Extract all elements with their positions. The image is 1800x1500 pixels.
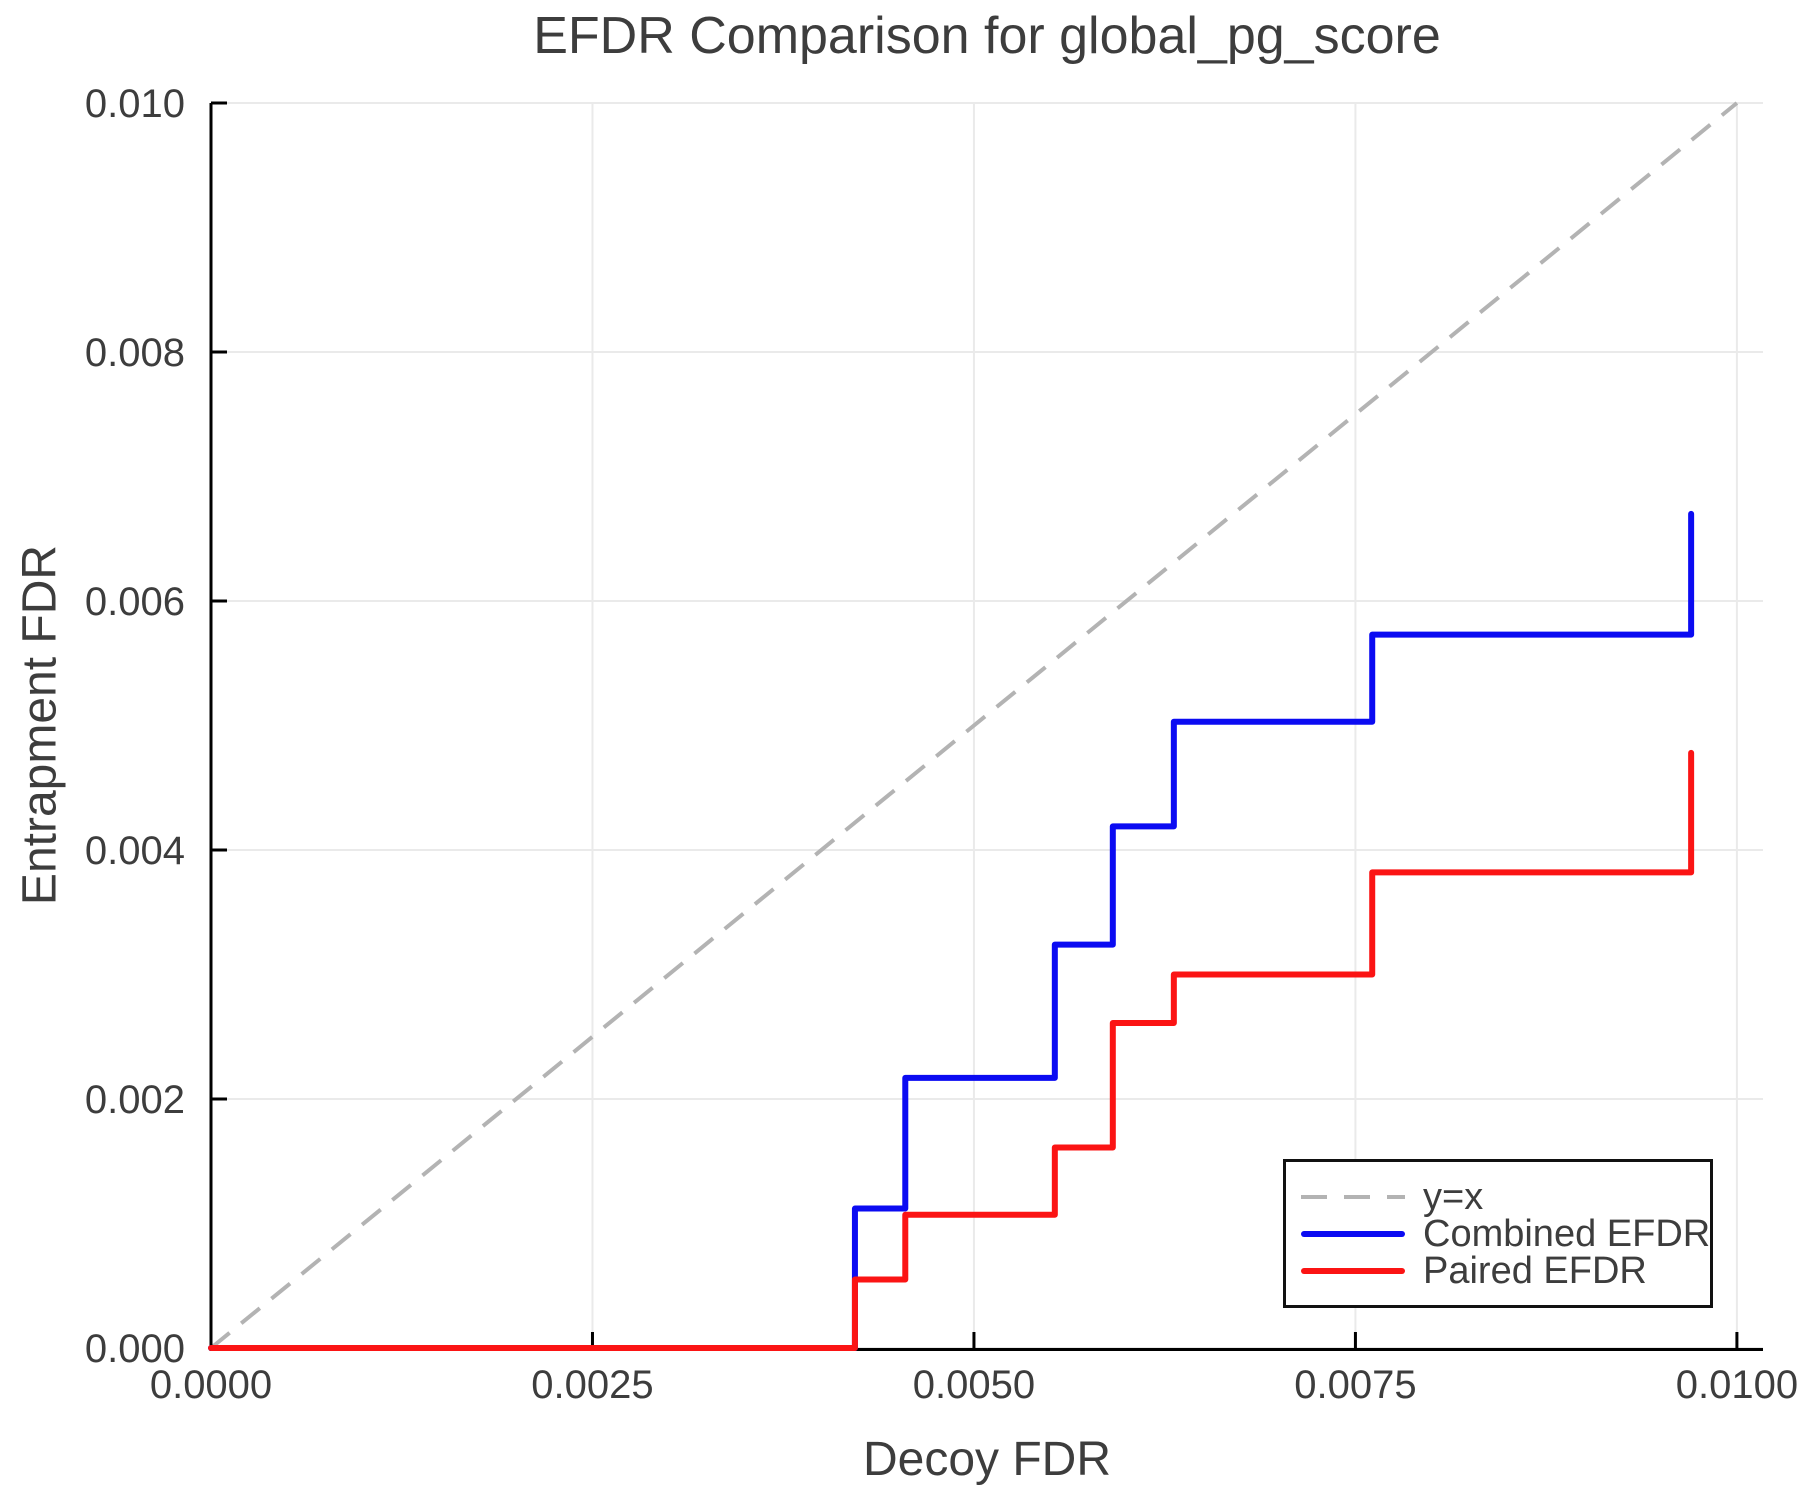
legend-label: y=x [1423, 1175, 1484, 1218]
legend-item: Combined EFDR [1301, 1212, 1711, 1255]
x-axis-label: Decoy FDR [862, 1433, 1112, 1486]
legend-solid-line-sample [1301, 1230, 1405, 1237]
x-tick-label: 0.0075 [1294, 1363, 1416, 1407]
legend-item: y=x [1301, 1175, 1710, 1218]
y-tick-label: 0.008 [85, 331, 185, 375]
y-tick-label: 0.010 [85, 82, 185, 126]
y-tick-label: 0.000 [85, 1327, 185, 1371]
x-tick-label: 0.0000 [150, 1363, 272, 1407]
legend: y=x Combined EFDR Paired EFDR [1283, 1159, 1713, 1308]
paired-efdr-line [208, 749, 1695, 1351]
x-tick-label: 0.0025 [531, 1363, 653, 1407]
x-tick-label: 0.0050 [913, 1363, 1035, 1407]
legend-label: Paired EFDR [1423, 1249, 1647, 1292]
identity-line [209, 101, 1739, 1350]
chart-title: EFDR Comparison for global_pg_score [533, 7, 1441, 65]
y-tick-label: 0.004 [85, 829, 185, 873]
y-tick-label: 0.006 [85, 580, 185, 624]
legend-item: Paired EFDR [1301, 1249, 1710, 1292]
legend-label: Combined EFDR [1423, 1212, 1711, 1255]
legend-solid-line-sample [1301, 1267, 1405, 1274]
combined-efdr-line [208, 510, 1695, 1351]
y-tick-label: 0.002 [85, 1078, 185, 1122]
legend-dashed-line-sample [1301, 1194, 1405, 1199]
x-tick-label: 0.0100 [1676, 1363, 1798, 1407]
